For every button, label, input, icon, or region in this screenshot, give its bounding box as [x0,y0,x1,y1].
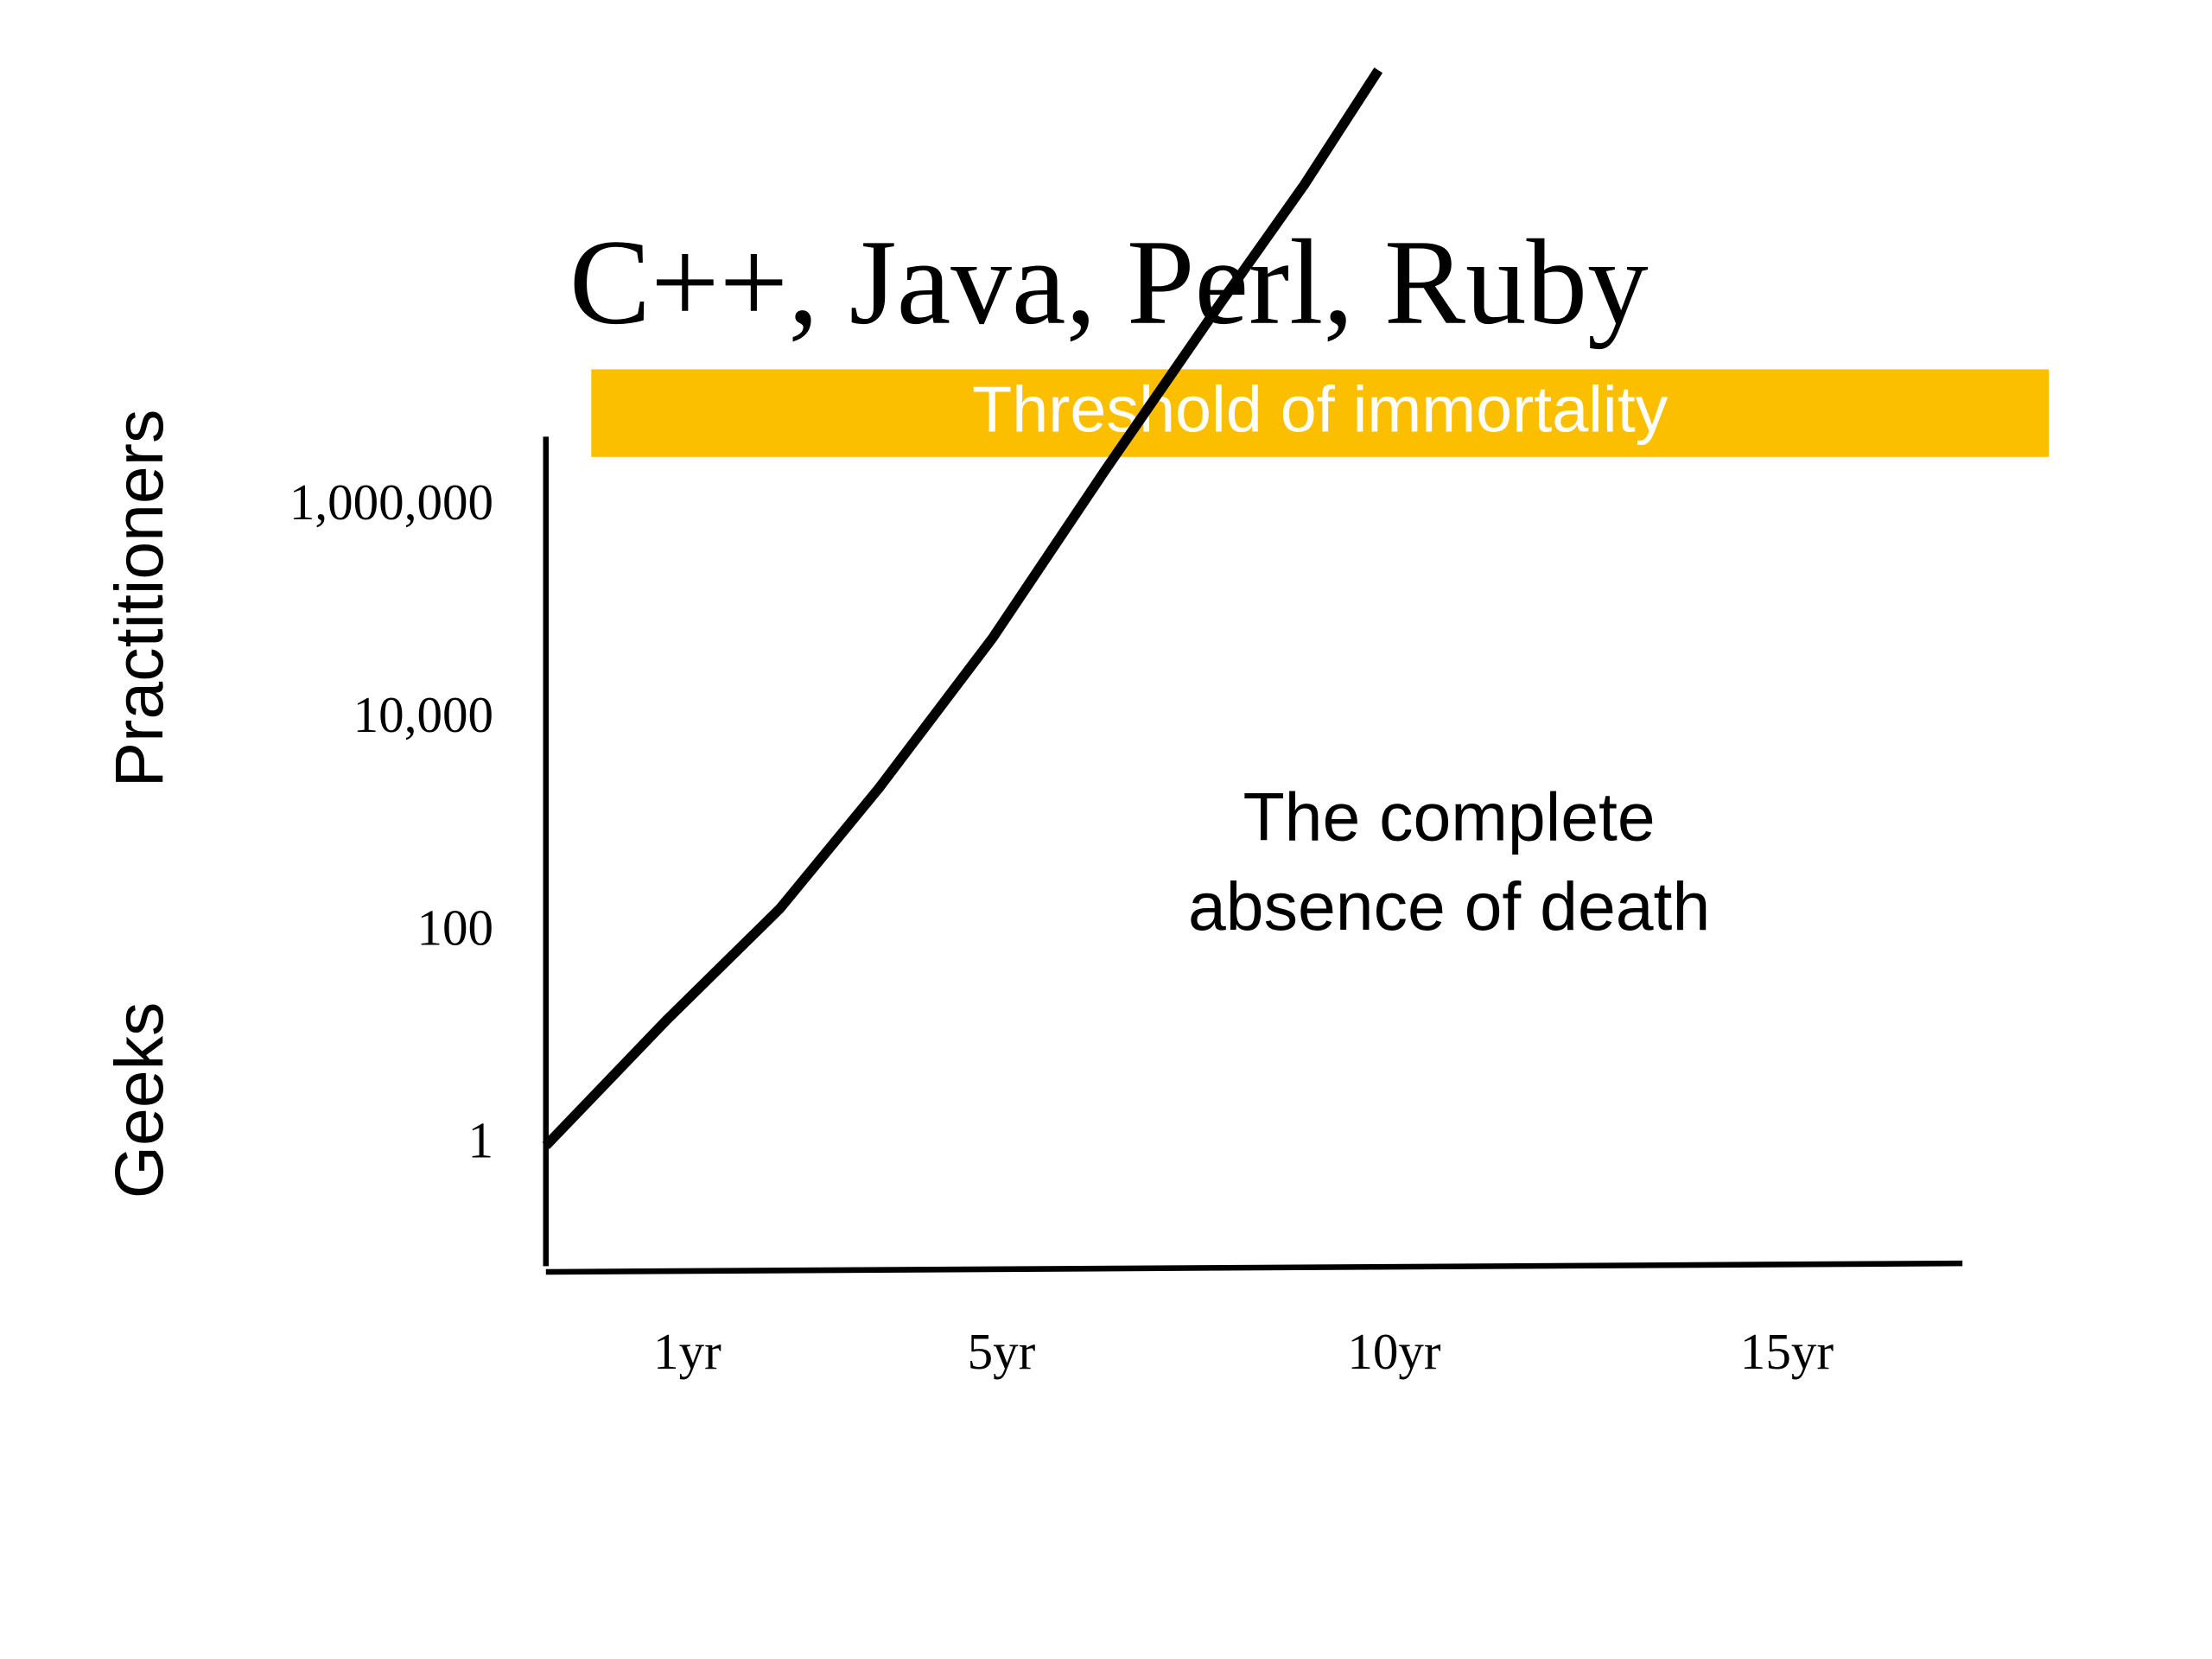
y-tick-label: 100 [416,899,493,956]
threshold-label: Threshold of immortality [972,373,1669,446]
chart-title: C++, Java, Perl, Ruby [569,214,1649,350]
line [542,67,1383,1149]
annotation: The complete [1243,779,1656,855]
x-tick-label: 10yr [1347,1323,1441,1380]
x-axis [545,1260,1963,1275]
y-tick-label: 10,000 [353,686,493,743]
annotation: absence of death [1188,868,1710,944]
y-tick-label: 1 [468,1111,494,1168]
y-tick-label: 1,000,000 [289,474,493,531]
threshold-band [591,369,2050,457]
x-tick-label: 1yr [653,1323,721,1380]
y-axis-label: Geeks [101,1002,177,1199]
x-tick-label: 5yr [968,1323,1036,1380]
y-axis-label: Practitioners [101,410,177,788]
x-tick-label: 15yr [1740,1323,1834,1380]
